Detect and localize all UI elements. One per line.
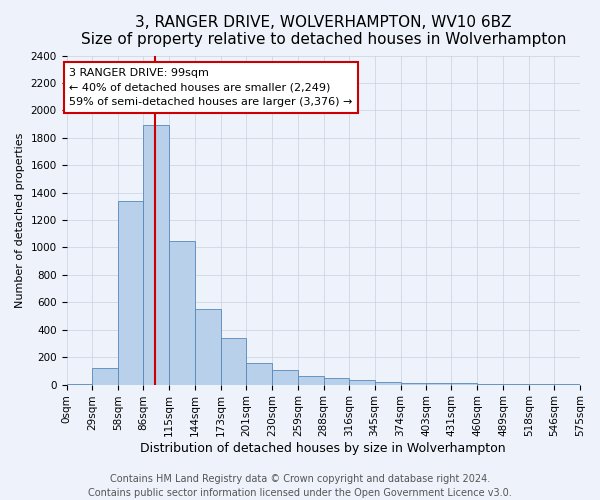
Text: 3 RANGER DRIVE: 99sqm
← 40% of detached houses are smaller (2,249)
59% of semi-d: 3 RANGER DRIVE: 99sqm ← 40% of detached …: [69, 68, 353, 108]
Bar: [246, 364, 272, 384]
Bar: [451, 383, 478, 384]
Y-axis label: Number of detached properties: Number of detached properties: [15, 132, 25, 308]
Bar: [272, 370, 298, 384]
Bar: [401, 382, 427, 384]
Bar: [427, 383, 451, 384]
Text: Contains HM Land Registry data © Crown copyright and database right 2024.
Contai: Contains HM Land Registry data © Crown c…: [88, 474, 512, 498]
Bar: [92, 368, 118, 384]
Title: 3, RANGER DRIVE, WOLVERHAMPTON, WV10 6BZ
Size of property relative to detached h: 3, RANGER DRIVE, WOLVERHAMPTON, WV10 6BZ…: [80, 15, 566, 48]
Bar: [221, 338, 246, 384]
Bar: [118, 201, 143, 384]
Bar: [143, 126, 169, 384]
Bar: [349, 380, 374, 384]
Bar: [169, 240, 195, 384]
Bar: [195, 309, 221, 384]
X-axis label: Distribution of detached houses by size in Wolverhampton: Distribution of detached houses by size …: [140, 442, 506, 455]
Bar: [324, 378, 349, 384]
Bar: [374, 382, 401, 384]
Bar: [298, 376, 324, 384]
